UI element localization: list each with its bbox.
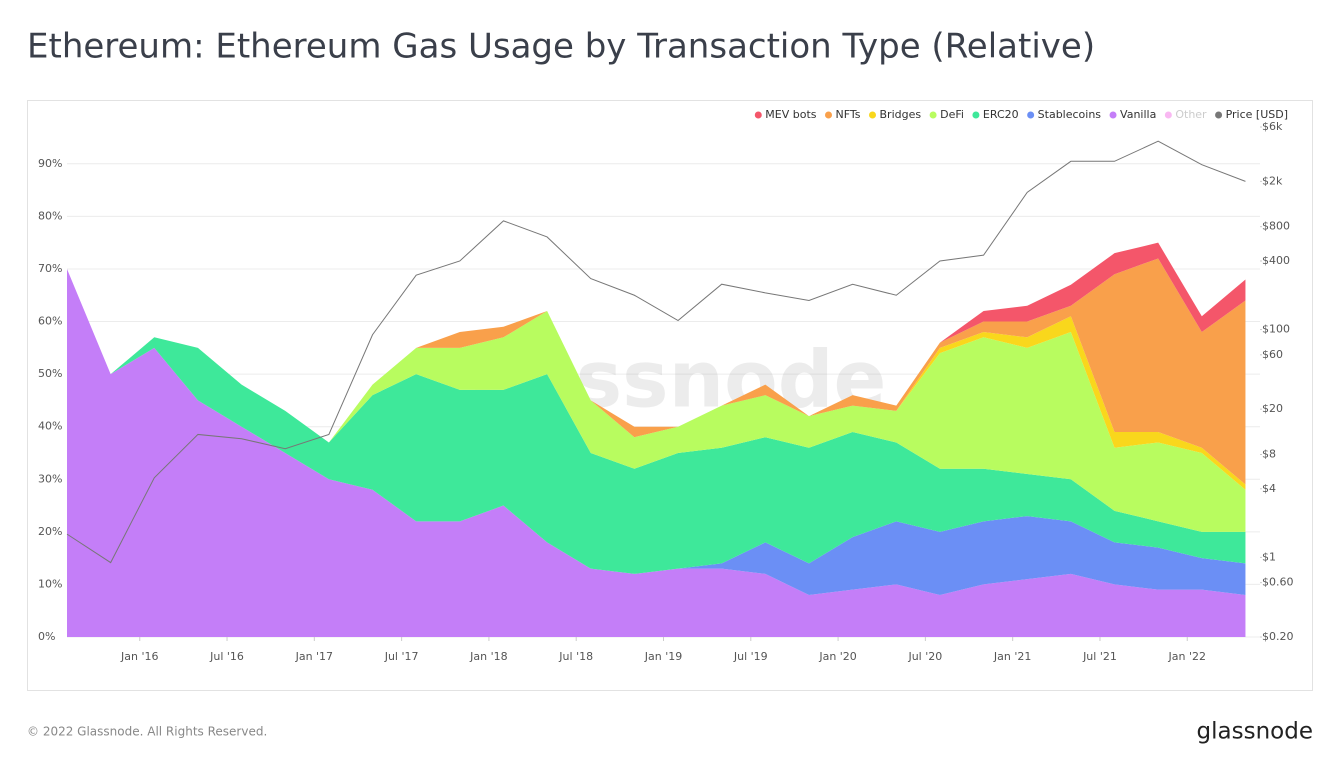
x-tick-label: Jan '22 xyxy=(1168,650,1206,663)
area-nfts xyxy=(67,258,1246,485)
y2-tick-label: $4 xyxy=(1262,482,1276,495)
area-erc20 xyxy=(67,268,1246,574)
y2-tick-label: $0.20 xyxy=(1262,630,1294,643)
logo: glassnode xyxy=(1197,719,1313,745)
y2-tick-label: $100 xyxy=(1262,323,1290,336)
y2-tick-label: $60 xyxy=(1262,348,1283,361)
legend-label: ERC20 xyxy=(983,108,1019,121)
y-tick-label: 50% xyxy=(38,367,62,380)
y2-tick-label: $0.60 xyxy=(1262,576,1294,589)
legend-marker xyxy=(869,111,876,119)
y2-tick-label: $800 xyxy=(1262,220,1290,233)
y-tick-label: 30% xyxy=(38,472,62,485)
x-tick-label: Jan '17 xyxy=(295,650,333,663)
area-defi xyxy=(67,268,1246,532)
legend-label: NFTs xyxy=(836,108,861,121)
y2-tick-label: $20 xyxy=(1262,402,1283,415)
y-tick-label: 0% xyxy=(38,630,55,643)
x-tick-label: Jul '20 xyxy=(907,650,942,663)
y2-tick-label: $400 xyxy=(1262,254,1290,267)
y-tick-label: 70% xyxy=(38,262,62,275)
chart-frame xyxy=(27,100,1313,691)
legend-label: DeFi xyxy=(940,108,964,121)
x-tick-label: Jul '16 xyxy=(209,650,244,663)
price-line xyxy=(66,140,1246,564)
legend-label: MEV bots xyxy=(765,108,816,121)
x-tick-label: Jan '19 xyxy=(644,650,682,663)
legend-label: Vanilla xyxy=(1120,108,1156,121)
legend-marker xyxy=(1164,111,1172,119)
x-tick-label: Jan '18 xyxy=(469,650,507,663)
legend-marker xyxy=(1215,111,1223,119)
x-tick-label: Jul '17 xyxy=(384,650,419,663)
x-tick-label: Jan '21 xyxy=(993,650,1031,663)
legend-marker xyxy=(929,111,937,119)
legend-label: Stablecoins xyxy=(1038,108,1102,121)
legend-label: Other xyxy=(1175,108,1207,121)
y-tick-label: 90% xyxy=(38,157,62,170)
x-tick-label: Jul '21 xyxy=(1082,650,1117,663)
x-tick-label: Jul '18 xyxy=(558,650,593,663)
y-tick-label: 20% xyxy=(38,525,62,538)
legend-marker xyxy=(825,111,832,119)
legend-marker xyxy=(754,111,762,119)
y-tick-label: 40% xyxy=(38,420,62,433)
legend-label: Price [USD] xyxy=(1226,108,1288,121)
y-tick-label: 60% xyxy=(38,315,62,328)
x-tick-label: Jul '19 xyxy=(733,650,768,663)
y2-tick-label: $8 xyxy=(1262,448,1276,461)
y-tick-label: 10% xyxy=(38,577,62,590)
x-tick-label: Jan '20 xyxy=(818,650,856,663)
y2-tick-label: $6k xyxy=(1262,120,1283,133)
y2-tick-label: $1 xyxy=(1262,550,1276,563)
legend-marker xyxy=(1027,111,1035,119)
legend-marker xyxy=(1109,111,1117,119)
area-stablecoins xyxy=(67,268,1246,595)
y-tick-label: 80% xyxy=(38,209,62,222)
area-mev-bots xyxy=(67,242,1246,443)
area-vanilla xyxy=(67,268,1246,637)
y2-tick-label: $2k xyxy=(1262,174,1283,187)
x-tick-label: Jan '16 xyxy=(120,650,158,663)
footer: © 2022 Glassnode. All Rights Reserved. xyxy=(27,725,267,739)
chart-title: Ethereum: Ethereum Gas Usage by Transact… xyxy=(27,27,1095,67)
legend-label: Bridges xyxy=(880,108,922,121)
legend-marker xyxy=(972,111,980,119)
